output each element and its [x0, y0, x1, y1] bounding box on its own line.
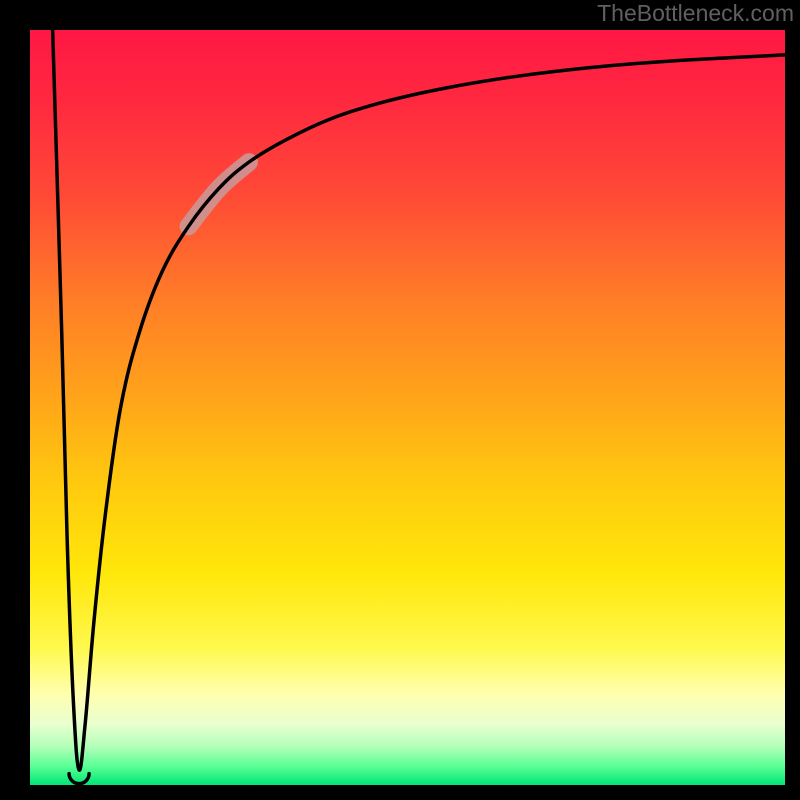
watermark-text: TheBottleneck.com	[597, 0, 794, 27]
chart-container: TheBottleneck.com	[0, 0, 800, 800]
gradient-background	[30, 30, 785, 785]
chart-svg	[0, 0, 800, 800]
